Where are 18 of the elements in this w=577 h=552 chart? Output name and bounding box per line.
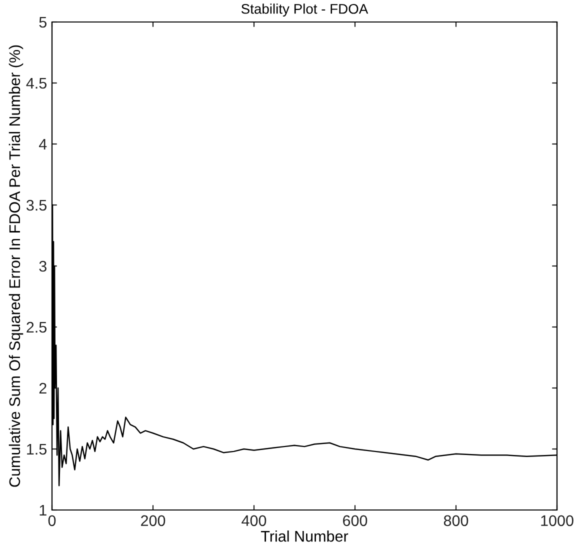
y-tick-label: 3.5 xyxy=(26,200,46,211)
y-tick-label: 5 xyxy=(39,17,46,28)
y-tick-label: 4.5 xyxy=(26,78,46,89)
chart-title: Stability Plot - FDOA xyxy=(241,4,368,17)
x-tick-label: 0 xyxy=(48,515,56,526)
x-axis-title: Trial Number xyxy=(260,530,348,542)
x-tick-label: 1000 xyxy=(541,515,574,526)
x-tick-label: 600 xyxy=(343,515,368,526)
x-tick-label: 800 xyxy=(444,515,468,526)
x-tick-label: 400 xyxy=(242,515,266,526)
y-tick-label: 4 xyxy=(38,139,47,150)
y-tick-label: 2.5 xyxy=(26,322,46,333)
y-tick-label: 1 xyxy=(40,505,46,516)
y-axis-title: Cumulative Sum Of Squared Error In FDOA Per Trial Number (%) xyxy=(8,45,24,487)
y-tick-label: 1.5 xyxy=(27,444,46,455)
y-tick-label: 3 xyxy=(39,260,46,272)
x-tick-label: 200 xyxy=(141,515,166,526)
y-tick-label: 2 xyxy=(39,382,46,394)
